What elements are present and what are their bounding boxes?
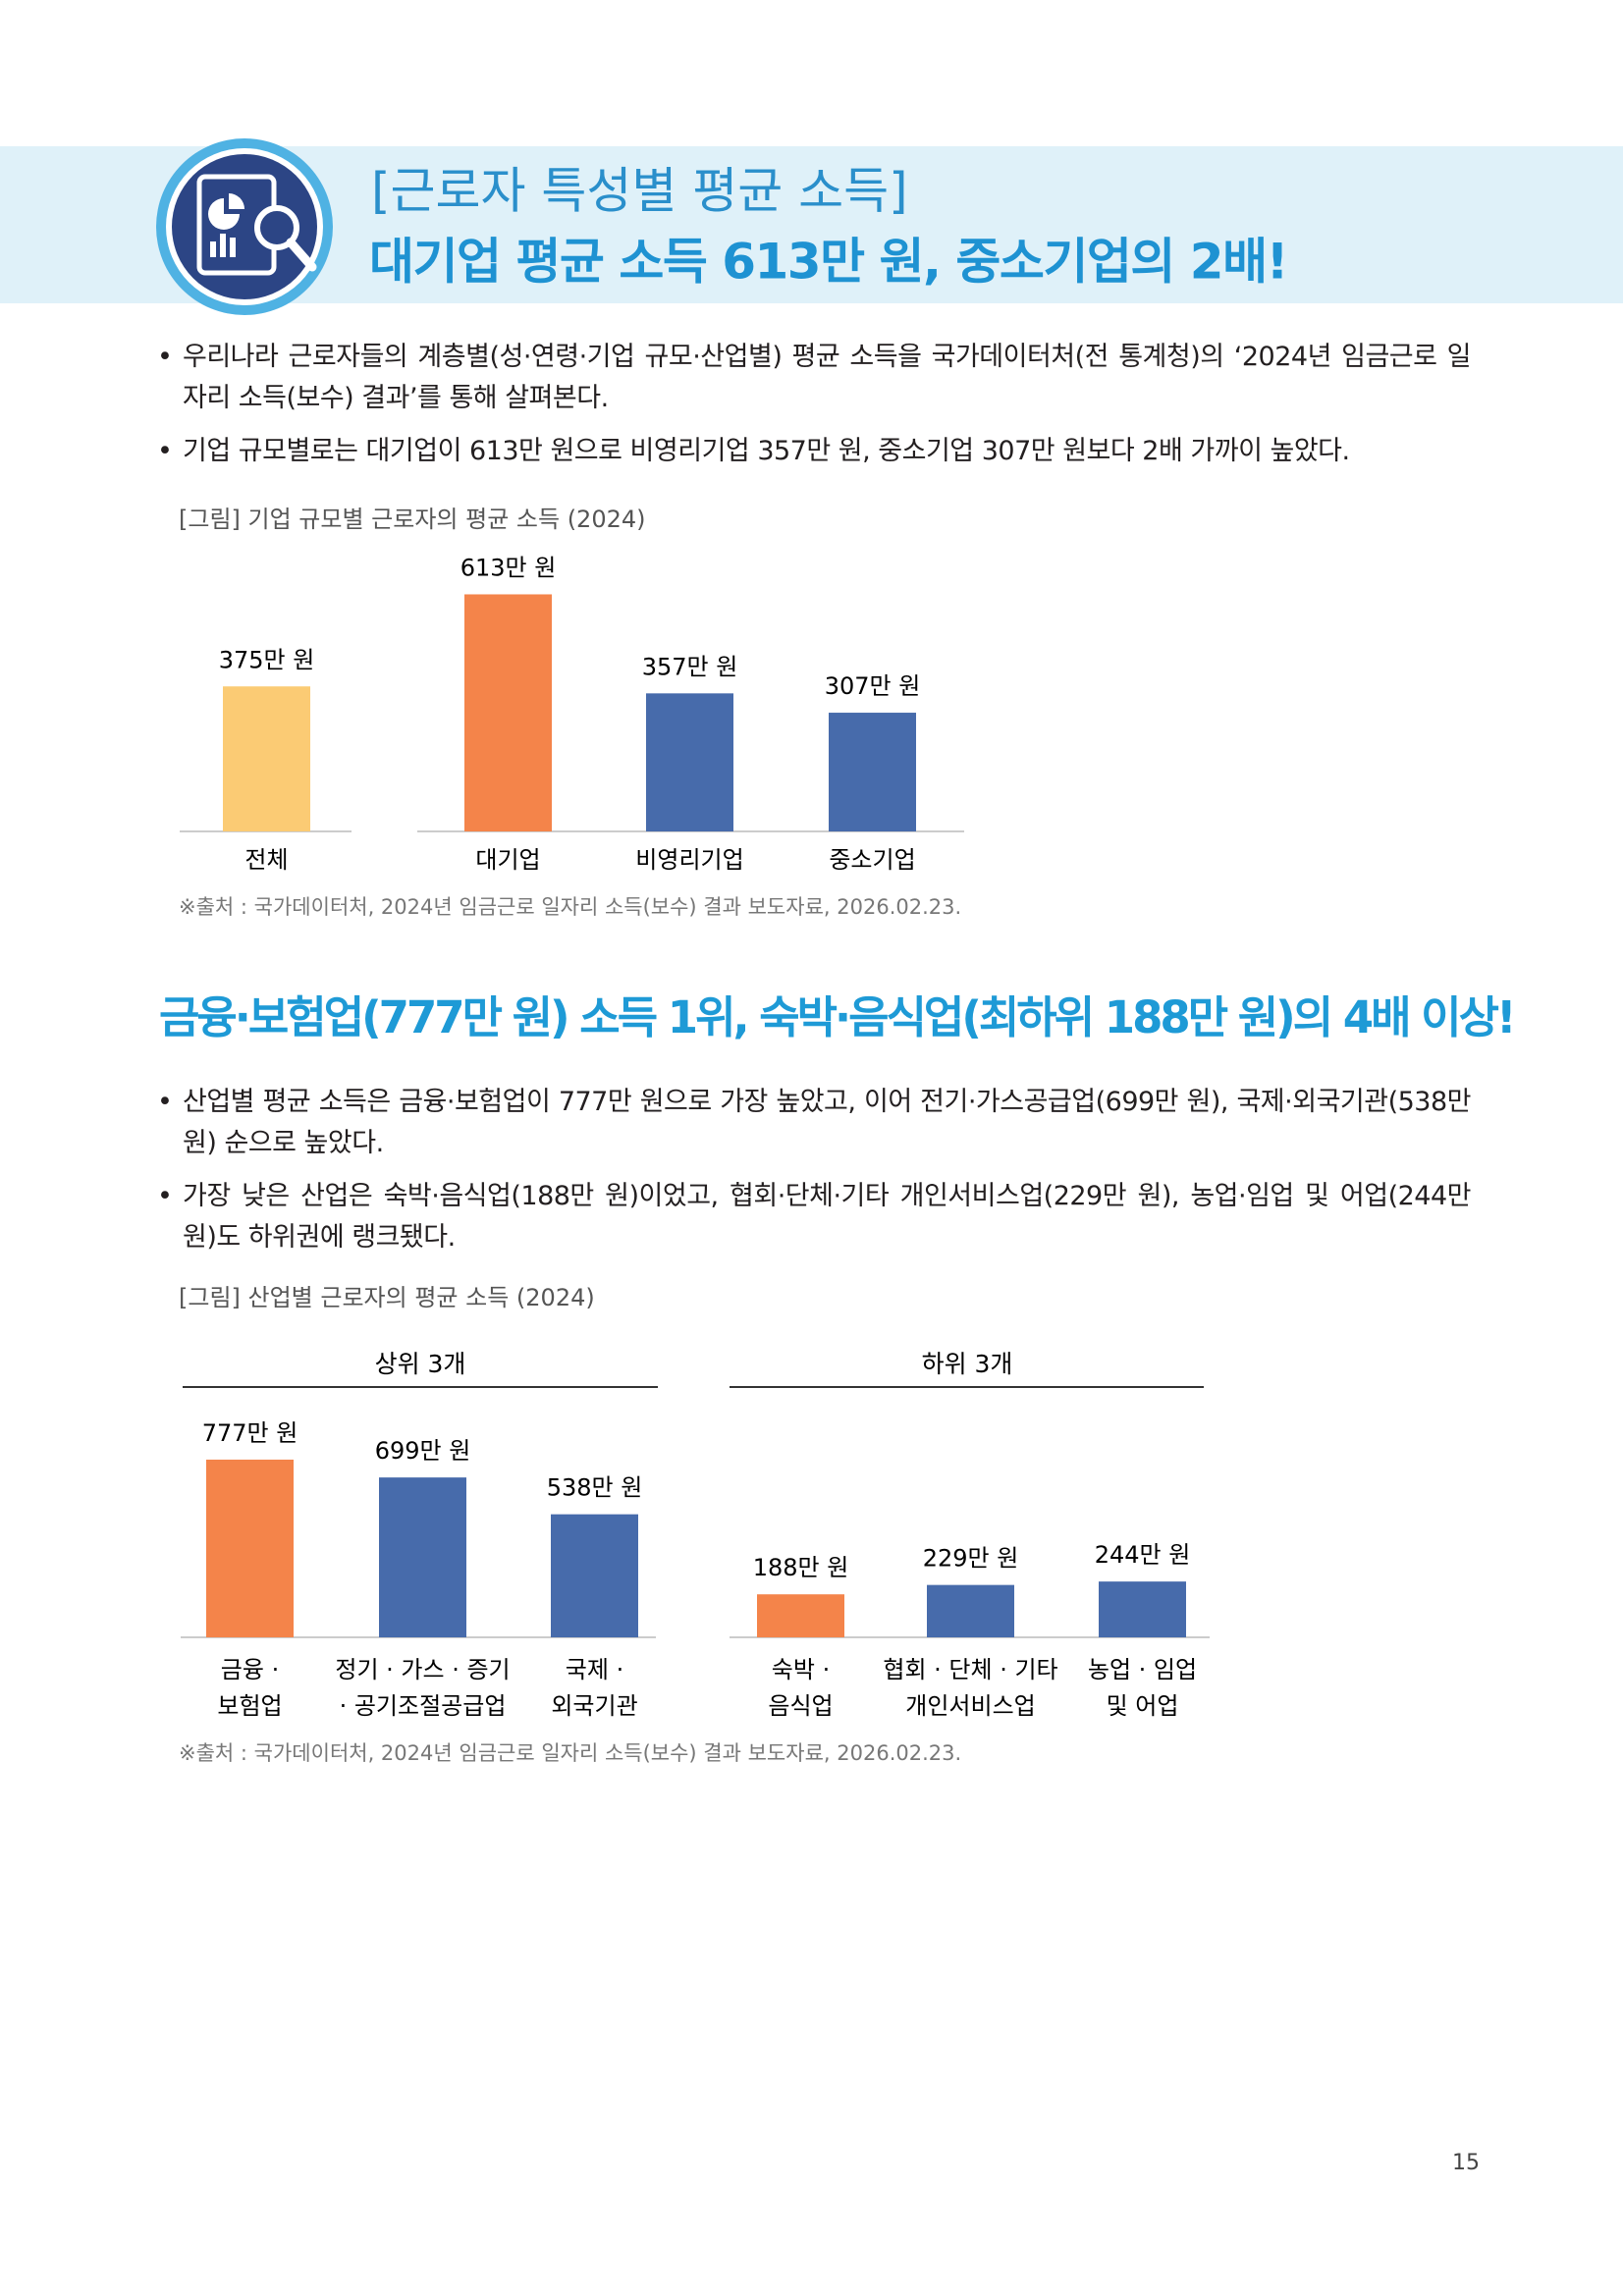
value-label: 229만 원 (923, 1545, 1019, 1573)
category-label: 대기업 (475, 846, 540, 874)
value-label: 538만 원 (547, 1474, 643, 1502)
value-label: 375만 원 (219, 646, 315, 673)
group-label: 하위 3개 (922, 1350, 1013, 1378)
header-icon (156, 138, 333, 315)
bar (646, 693, 733, 831)
figure-caption: [그림] 기업 규모별 근로자의 평균 소득 (2024) (179, 506, 646, 533)
value-label: 307만 원 (825, 672, 921, 700)
bar (223, 686, 310, 831)
section-title: 금융·보험업(777만 원) 소득 1위, 숙박·음식업(최하위 188만 원)… (159, 991, 1514, 1043)
page-number: 15 (1452, 2151, 1480, 2175)
bar (551, 1514, 638, 1637)
value-label: 244만 원 (1095, 1541, 1191, 1569)
value-label: 613만 원 (460, 554, 557, 581)
bullet: 우리나라 근로자들의 계층별(성·연령·기업 규모·산업별) 평균 소득을 국가… (157, 337, 1472, 419)
category-label: 외국기관 (551, 1692, 637, 1720)
bullet: 산업별 평균 소득은 금융·보험업이 777만 원으로 가장 높았고, 이어 전… (157, 1082, 1472, 1164)
bar (757, 1594, 844, 1637)
category-label: 정기 · 가스 · 증기 (335, 1656, 510, 1683)
bar (379, 1477, 466, 1637)
bullet-list: 산업별 평균 소득은 금융·보험업이 777만 원으로 가장 높았고, 이어 전… (157, 1082, 1472, 1270)
header-subtitle: [근로자 특성별 평균 소득] (371, 163, 908, 220)
bullet: 가장 낮은 산업은 숙박·음식업(188만 원)이었고, 협회·단체·기타 개인… (157, 1176, 1472, 1258)
bullet: 기업 규모별로는 대기업이 613만 원으로 비영리기업 357만 원, 중소기… (157, 431, 1471, 472)
source: ※출처 : 국가데이터처, 2024년 임금근로 일자리 소득(보수) 결과 보… (179, 895, 961, 919)
category-label: 중소기업 (829, 846, 915, 874)
category-label: · 공기조절공급업 (340, 1692, 507, 1720)
category-label: 음식업 (768, 1692, 833, 1720)
category-label: 금융 · (221, 1656, 279, 1683)
header-title: 대기업 평균 소득 613만 원, 중소기업의 2배! (369, 234, 1287, 291)
source: ※출처 : 국가데이터처, 2024년 임금근로 일자리 소득(보수) 결과 보… (179, 1741, 961, 1765)
value-label: 188만 원 (753, 1554, 849, 1581)
category-label: 및 어업 (1107, 1692, 1179, 1720)
bar (464, 594, 552, 831)
category-label: 숙박 · (772, 1656, 830, 1683)
category-label: 협회 · 단체 · 기타 (883, 1656, 1057, 1683)
bar (829, 713, 916, 831)
category-label: 전체 (244, 846, 288, 874)
category-label: 비영리기업 (635, 846, 743, 874)
value-label: 777만 원 (202, 1419, 298, 1447)
category-label: 국제 · (566, 1656, 623, 1683)
bar (927, 1584, 1014, 1637)
bar (1099, 1581, 1186, 1637)
category-label: 농업 · 임업 (1088, 1656, 1197, 1683)
value-label: 699만 원 (375, 1437, 471, 1465)
figure-caption: [그림] 산업별 근로자의 평균 소득 (2024) (179, 1284, 595, 1311)
category-label: 개인서비스업 (905, 1692, 1035, 1720)
group-label: 상위 3개 (375, 1350, 466, 1378)
category-label: 보험업 (217, 1692, 282, 1720)
bullet-list: 우리나라 근로자들의 계층별(성·연령·기업 규모·산업별) 평균 소득을 국가… (157, 337, 1472, 484)
value-label: 357만 원 (642, 653, 738, 680)
bar (206, 1459, 294, 1637)
